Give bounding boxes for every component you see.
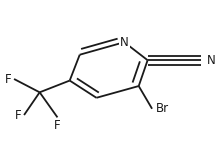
Text: N: N: [207, 54, 215, 67]
Text: F: F: [5, 73, 12, 85]
Text: F: F: [54, 119, 61, 132]
Text: F: F: [15, 109, 22, 122]
Text: N: N: [120, 36, 129, 49]
Text: Br: Br: [155, 102, 168, 115]
